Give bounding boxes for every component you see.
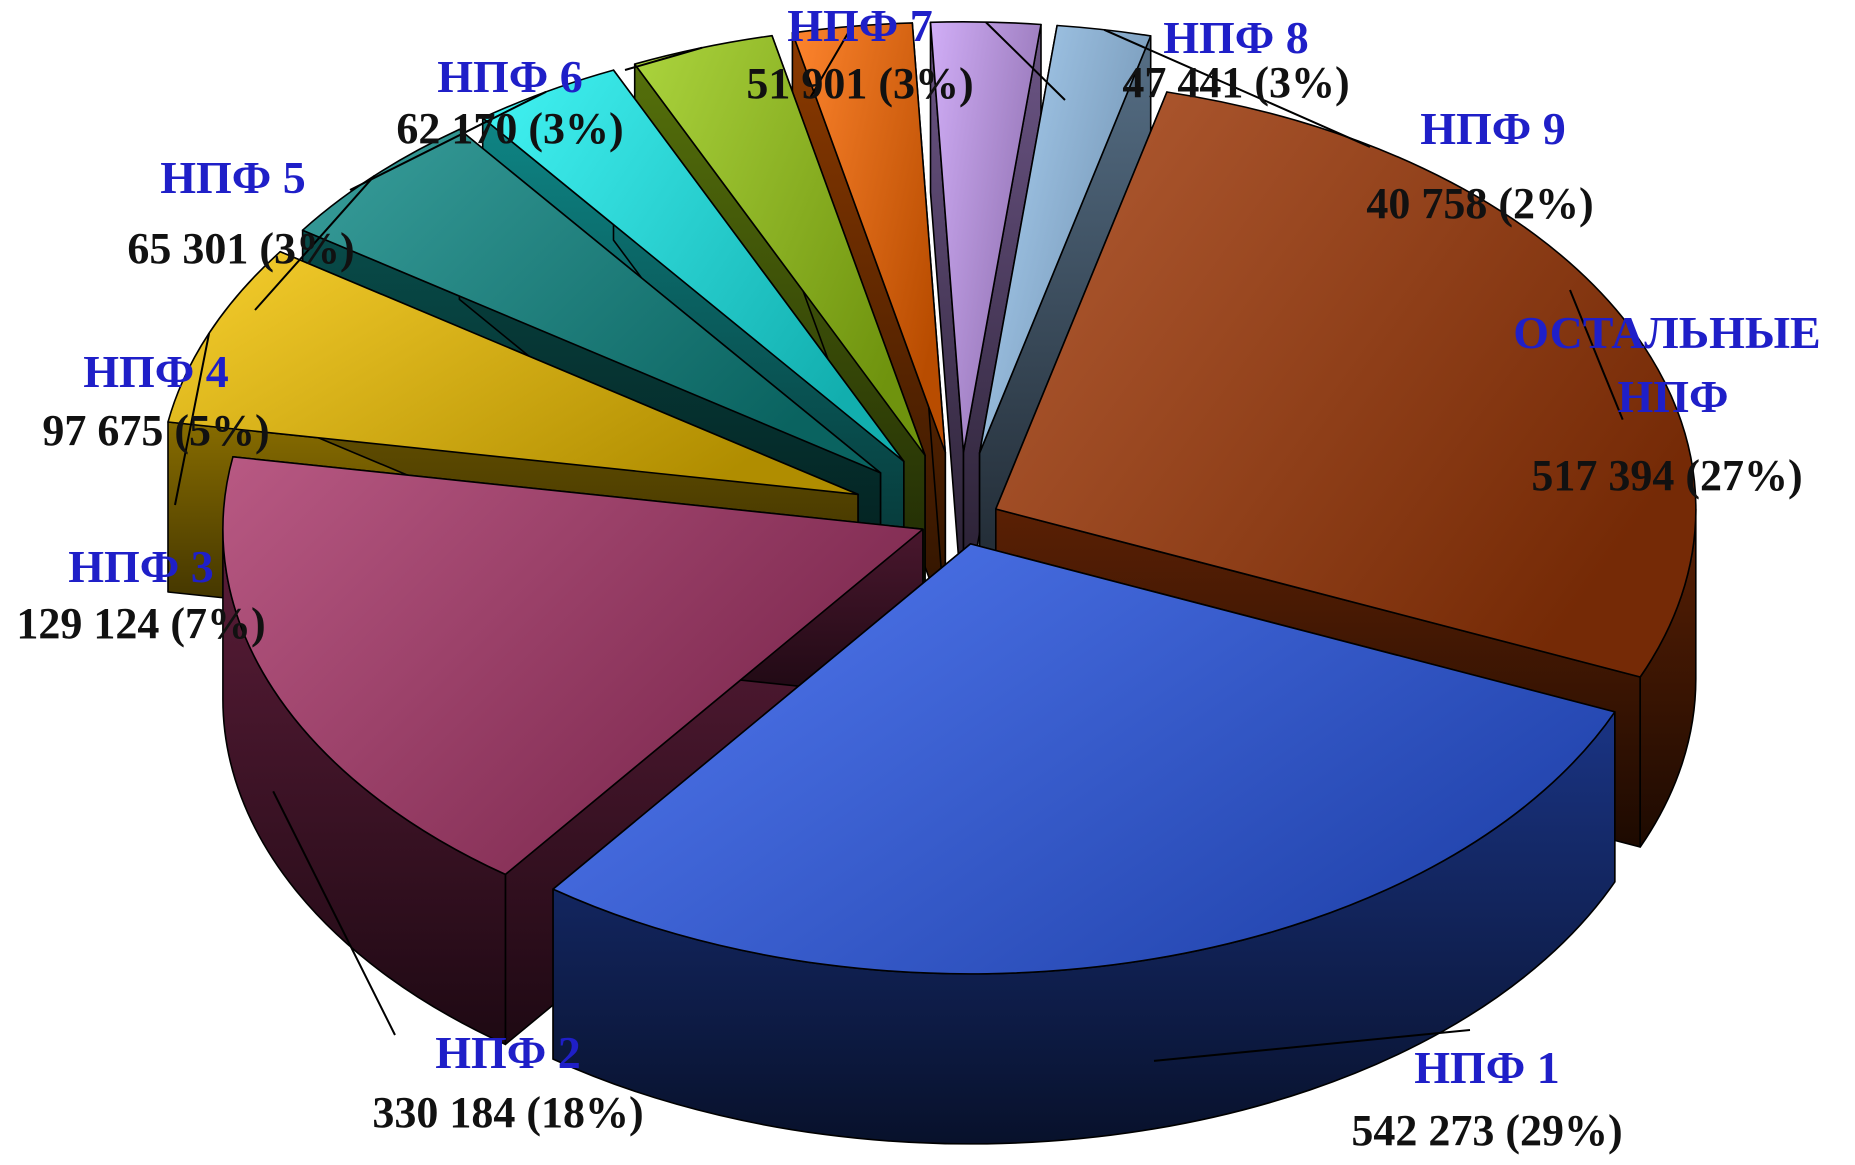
leader-line-5 — [349, 90, 547, 191]
slice-label-npf8-name: НПФ 8 — [1163, 12, 1309, 63]
pie-slice-8-top — [929, 21, 1042, 453]
slice-label-npf2-name: НПФ 2 — [435, 1027, 581, 1078]
slice-label-npf7-name: НПФ 7 — [787, 0, 933, 51]
slice-label-npf4-value: 97 675 (5%) — [42, 406, 269, 455]
slice-label-npf1-value: 542 273 (29%) — [1351, 1106, 1622, 1155]
leader-line-7 — [809, 25, 853, 99]
slice-label-npf3-name: НПФ 3 — [68, 541, 214, 592]
slice-label-npf6-name: НПФ 6 — [437, 51, 583, 102]
leader-line-3 — [174, 333, 211, 506]
pie-slice-8 — [929, 21, 1042, 623]
slice-label-npf9-name: НПФ 9 — [1420, 103, 1566, 154]
leader-line-8 — [985, 21, 1066, 101]
slice-label-npf8-value: 47 441 (3%) — [1122, 58, 1349, 107]
pie-slice-1 — [552, 543, 1616, 1145]
slice-label-npf1-name: НПФ 1 — [1414, 1042, 1560, 1093]
leader-line-9 — [1103, 28, 1371, 148]
pie-slice-3-top — [167, 250, 859, 496]
leader-lines — [174, 21, 1624, 1062]
slice-label-npf2-value: 330 184 (18%) — [372, 1088, 643, 1137]
slice-label-other-name-line1: ОСТАЛЬНЫЕ — [1513, 307, 1821, 358]
pie-slice-9-top — [978, 24, 1152, 454]
slice-label-npf6-value: 62 170 (3%) — [396, 104, 623, 153]
slice-label-other-name-line2: НПФ — [1617, 371, 1728, 422]
slice-label-npf5-value: 65 301 (3%) — [127, 224, 354, 273]
slice-label-npf5-name: НПФ 5 — [160, 152, 306, 203]
leader-line-2 — [272, 790, 396, 1036]
slice-label-npf7-value: 51 901 (3%) — [746, 59, 973, 108]
slice-label-npf9-value: 40 758 (2%) — [1366, 179, 1593, 228]
pie-slice-10-top — [995, 91, 1697, 678]
slices-layer — [167, 21, 1697, 1145]
slice-label-other-value: 517 394 (27%) — [1531, 451, 1802, 500]
slice-labels: НПФ 1 542 273 (29%) НПФ 2 330 184 (18%) … — [16, 0, 1820, 1155]
pie-slice-2-top — [222, 456, 924, 876]
leader-line-1 — [1153, 1029, 1471, 1062]
slice-label-npf3-value: 129 124 (7%) — [16, 599, 265, 648]
leader-line-4 — [254, 175, 376, 311]
slice-label-npf4-name: НПФ 4 — [83, 346, 229, 397]
leader-line-6 — [624, 46, 703, 71]
pie-slice-1-top — [552, 543, 1616, 975]
leader-line-10 — [1569, 289, 1624, 420]
